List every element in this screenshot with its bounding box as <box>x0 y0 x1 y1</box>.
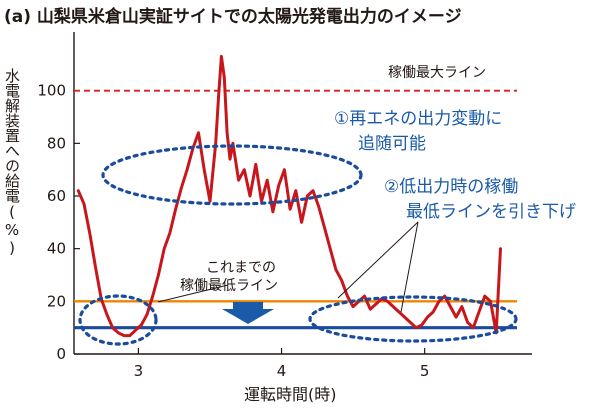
x-tick-label: 5 <box>420 362 430 380</box>
ellipse-low-left <box>78 294 158 346</box>
lower-line-arrow-shaft <box>233 302 263 309</box>
y-tick-label: 40 <box>47 240 66 258</box>
old-min-label-line1: これまでの <box>206 260 276 276</box>
x-ticks: 3 4 5 <box>134 348 430 380</box>
series-group <box>76 54 502 338</box>
highlight-ellipses <box>78 144 518 346</box>
leader-old-min-line <box>157 284 229 303</box>
y-axis-label: 水電解装置への給電(%) <box>3 68 21 257</box>
ellipse-fluctuation <box>101 144 363 206</box>
x-axis-label: 運転時間(時) <box>244 385 337 404</box>
chart-title: (a) 山梨県米倉山実証サイトでの太陽光発電出力のイメージ <box>4 7 462 27</box>
y-tick-label: 0 <box>56 345 66 363</box>
annotation-1-line1: ①再エネの出力変動に <box>334 109 502 129</box>
leader-low-output-2 <box>337 221 419 299</box>
max-line-label: 稼働最大ライン <box>388 65 486 81</box>
annotation-1-line2: 追随可能 <box>358 134 426 154</box>
y-tick-label: 100 <box>37 82 66 100</box>
y-tick-label: 60 <box>47 187 66 205</box>
annotation-2-line1: ②低出力時の稼働 <box>384 177 518 197</box>
y-tick-label: 80 <box>47 134 66 152</box>
y-ticks: 0 20 40 60 80 100 <box>37 82 80 363</box>
ellipse-low-right <box>308 295 518 343</box>
lower-line-arrow-head <box>222 309 274 324</box>
lower-line-arrow <box>222 302 274 324</box>
x-tick-label: 3 <box>134 362 144 380</box>
leader-low-output-1 <box>400 221 419 313</box>
pv-output-series-line <box>76 54 502 338</box>
y-tick-label: 20 <box>47 292 66 310</box>
old-min-label-line2: 稼働最低ライン <box>180 278 278 294</box>
annotation-2-line2: 最低ラインを引き下げ <box>406 202 576 222</box>
x-tick-label: 4 <box>277 362 287 380</box>
leader-lines <box>157 221 419 313</box>
reference-lines <box>74 89 517 330</box>
